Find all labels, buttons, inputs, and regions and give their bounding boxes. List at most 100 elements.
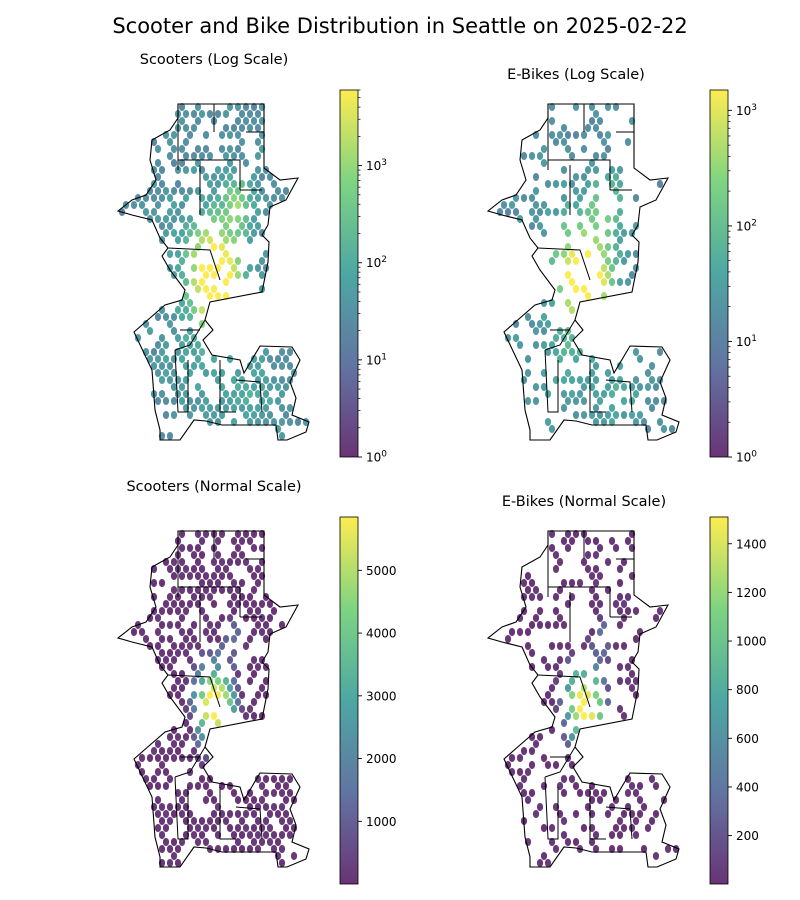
hex-bin — [186, 215, 194, 223]
hex-bin — [170, 558, 178, 566]
hex-bin — [146, 782, 154, 790]
hex-bin — [170, 810, 178, 818]
hex-bin — [616, 677, 624, 685]
hex-bin — [282, 355, 290, 363]
hex-bin — [580, 285, 588, 293]
hex-bin — [170, 159, 178, 167]
hex-bin — [194, 397, 202, 405]
hex-bin — [270, 194, 278, 202]
hex-bin — [194, 726, 202, 734]
hex-bin — [198, 390, 206, 398]
hex-bin — [604, 145, 612, 153]
hex-bin — [596, 271, 604, 279]
hex-bin — [548, 642, 556, 650]
hex-bin — [174, 390, 182, 398]
hex-bin — [250, 103, 258, 111]
hex-bin — [656, 607, 664, 615]
hex-bin — [592, 565, 600, 573]
hex-bin — [246, 124, 254, 132]
hex-bin — [270, 845, 278, 853]
hex-bin — [544, 180, 552, 188]
hex-bin — [246, 565, 254, 573]
hex-bin — [616, 565, 624, 573]
hex-bin — [194, 383, 202, 391]
hex-bin — [210, 628, 218, 636]
hex-bin — [600, 789, 608, 797]
hex-bin — [536, 152, 544, 160]
hex-bin — [592, 845, 600, 853]
colorbar-tick-label: 600 — [736, 732, 759, 746]
hex-bin — [230, 607, 238, 615]
hex-bin — [154, 796, 162, 804]
hex-bin — [242, 411, 250, 419]
hex-bin — [210, 796, 218, 804]
hex-bin — [520, 376, 528, 384]
hex-bin — [182, 152, 190, 160]
hex-bin — [524, 628, 532, 636]
hex-bin — [198, 348, 206, 356]
hex-bin — [162, 782, 170, 790]
hex-bin — [524, 642, 532, 650]
hex-bin — [222, 292, 230, 300]
hex-bin — [552, 180, 560, 188]
hex-bin — [616, 250, 624, 258]
hex-bin — [162, 600, 170, 608]
hex-bin — [178, 397, 186, 405]
hex-bin — [198, 817, 206, 825]
hex-bin — [612, 600, 620, 608]
hex-bin — [520, 789, 528, 797]
hex-bin — [198, 362, 206, 370]
hex-bin — [174, 334, 182, 342]
hex-bin — [636, 796, 644, 804]
hex-bin — [278, 418, 286, 426]
hex-bin — [246, 831, 254, 839]
hex-bin — [230, 376, 238, 384]
hex-bin — [592, 537, 600, 545]
hex-bin — [572, 712, 580, 720]
hex-bin — [230, 691, 238, 699]
hex-bin — [608, 278, 616, 286]
hex-bin — [182, 348, 190, 356]
hex-bin — [624, 537, 632, 545]
hex-bin — [564, 530, 572, 538]
hex-bin — [218, 215, 226, 223]
hex-bin — [616, 222, 624, 230]
hex-bin — [580, 145, 588, 153]
hex-bin — [548, 530, 556, 538]
hex-bin — [210, 355, 218, 363]
hex-bin — [158, 362, 166, 370]
hex-bin — [198, 719, 206, 727]
hex-bin — [174, 691, 182, 699]
hex-bin — [568, 278, 576, 286]
hex-bin — [186, 544, 194, 552]
hex-bin — [564, 656, 572, 664]
hex-bin — [536, 733, 544, 741]
hex-bin — [254, 390, 262, 398]
hex-bin — [528, 579, 536, 587]
hex-bin — [532, 327, 540, 335]
hex-bin — [230, 789, 238, 797]
hex-bin — [242, 383, 250, 391]
hex-bin — [572, 285, 580, 293]
hex-bin — [632, 194, 640, 202]
colorbar-tick-label: 1000 — [366, 815, 397, 829]
hex-bin — [528, 761, 536, 769]
hex-bin — [250, 229, 258, 237]
hex-bin — [198, 537, 206, 545]
hex-bin — [198, 831, 206, 839]
hex-bin — [644, 397, 652, 405]
hex-bin — [616, 663, 624, 671]
hex-bin — [234, 257, 242, 265]
hex-bin — [162, 838, 170, 846]
hex-bin — [552, 334, 560, 342]
hex-bin — [194, 229, 202, 237]
hex-bin — [190, 817, 198, 825]
hex-bin — [138, 768, 146, 776]
hex-bin — [604, 229, 612, 237]
hex-bin — [266, 614, 274, 622]
hex-bin — [552, 551, 560, 559]
hex-bin — [604, 684, 612, 692]
hex-bin — [194, 642, 202, 650]
hex-bin — [250, 411, 258, 419]
hex-bin — [230, 551, 238, 559]
